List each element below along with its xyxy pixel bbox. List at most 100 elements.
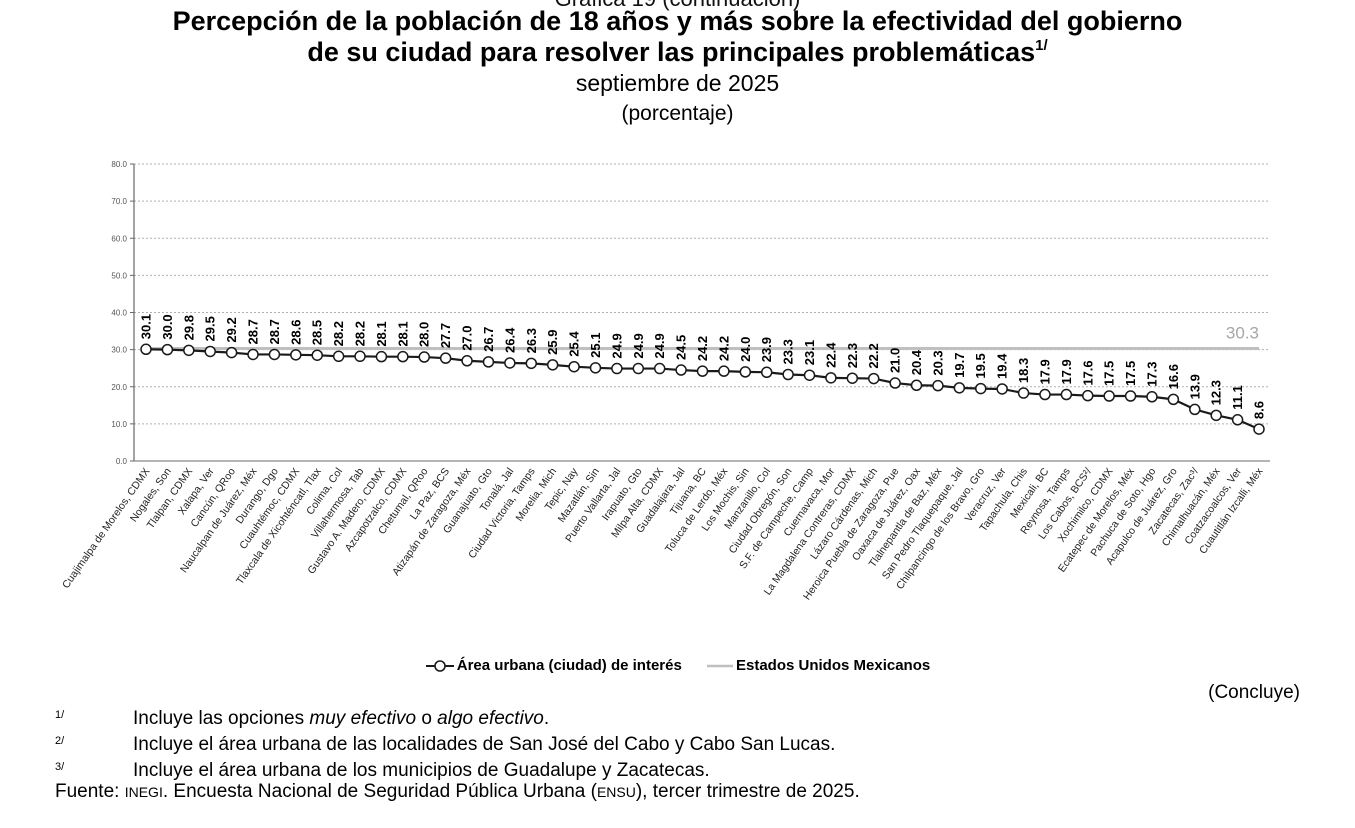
footnote-text-part: . xyxy=(543,708,550,729)
data-point-marker xyxy=(568,360,580,373)
source-org: INEGI xyxy=(124,784,163,800)
data-label: 17.5 xyxy=(1102,361,1117,386)
legend-marker-circle-icon xyxy=(425,659,454,672)
national-series: 30.3 xyxy=(146,324,1259,351)
data-label: 28.1 xyxy=(374,321,389,346)
source-text: . Encuesta Nacional de Seguridad Pública… xyxy=(162,781,597,802)
data-label: 13.9 xyxy=(1187,374,1202,399)
data-label: 28.7 xyxy=(246,319,261,344)
footnote-mark: 1/ xyxy=(55,709,65,721)
data-label: 20.4 xyxy=(909,349,924,375)
data-point-marker xyxy=(782,368,794,381)
data-point-marker xyxy=(996,383,1008,395)
chart-subtitle: septiembre de 2025 xyxy=(575,70,780,96)
data-label: 28.1 xyxy=(395,321,410,346)
data-point-marker xyxy=(953,382,966,394)
legend-line-icon xyxy=(707,664,733,667)
legend-label-national: Estados Unidos Mexicanos xyxy=(736,657,931,674)
data-label: 27.7 xyxy=(438,323,453,348)
data-label: 28.7 xyxy=(267,319,282,344)
city-series xyxy=(140,343,1265,435)
data-label: 24.2 xyxy=(695,336,710,361)
data-label: 28.6 xyxy=(288,320,303,345)
data-label: 29.2 xyxy=(224,317,239,342)
data-label: 22.3 xyxy=(845,343,860,368)
data-point-marker xyxy=(1082,389,1094,402)
data-label: 18.3 xyxy=(1016,358,1031,383)
data-label: 24.2 xyxy=(716,336,731,361)
chart-title-line2-text: de su ciudad para resolver las principal… xyxy=(307,37,1036,67)
data-label: 24.9 xyxy=(609,333,624,358)
data-label: 26.3 xyxy=(524,328,539,353)
y-tick-label: 40.0 xyxy=(111,309,127,318)
y-tick-label: 80.0 xyxy=(111,160,127,169)
data-point-marker xyxy=(653,362,666,375)
data-label: 28.2 xyxy=(353,321,368,346)
data-point-marker xyxy=(1017,387,1030,399)
footnote-mark: 2/ xyxy=(55,735,65,747)
chart-title-line2: de su ciudad para resolver las principal… xyxy=(0,37,1355,67)
data-point-marker xyxy=(803,369,816,381)
data-label: 30.0 xyxy=(160,314,175,339)
y-tick-label: 30.0 xyxy=(111,346,127,355)
data-point-marker xyxy=(1039,388,1051,401)
data-point-marker xyxy=(1231,414,1244,426)
data-point-marker xyxy=(867,372,880,385)
footnote-mark: 3/ xyxy=(55,761,65,773)
data-label: 17.6 xyxy=(1080,360,1095,385)
legend: Área urbana (ciudad) de interés Estados … xyxy=(0,657,1355,677)
data-point-marker xyxy=(354,350,366,363)
data-point-marker xyxy=(290,349,302,361)
footnote-text: Incluye el área urbana de las localidade… xyxy=(133,734,836,755)
legend-item-city: Área urbana (ciudad) de interés xyxy=(425,657,682,674)
data-point-marker xyxy=(932,379,944,392)
data-label: 23.3 xyxy=(781,339,796,364)
data-label: 24.5 xyxy=(674,335,689,360)
data-label: 17.3 xyxy=(1144,361,1159,386)
footnote-italic: algo efectivo xyxy=(437,708,544,729)
data-label: 29.5 xyxy=(203,316,218,341)
data-point-marker xyxy=(204,345,216,358)
data-point-marker xyxy=(1103,390,1115,402)
data-point-marker xyxy=(760,366,773,379)
category-label: Cuajimalpa de Morelos, CDMX xyxy=(60,466,153,591)
data-label: 17.9 xyxy=(1037,359,1052,384)
data-label: 12.3 xyxy=(1209,380,1224,405)
concluye-note: (Concluye) xyxy=(1208,682,1300,703)
data-point-marker xyxy=(975,382,987,395)
data-label: 24.9 xyxy=(652,333,667,358)
data-point-marker xyxy=(504,357,516,369)
footnote-text: Incluye las opciones muy efectivo o algo… xyxy=(133,706,549,732)
data-label: 28.2 xyxy=(331,321,346,346)
data-point-marker xyxy=(632,362,645,375)
data-point-marker xyxy=(1253,423,1265,435)
chart-units: (porcentaje) xyxy=(621,102,734,125)
data-point-marker xyxy=(140,343,152,356)
data-label: 17.9 xyxy=(1059,359,1074,384)
data-label: 22.4 xyxy=(823,342,838,368)
data-point-marker xyxy=(268,348,281,361)
source-note: Fuente: INEGI. Encuesta Nacional de Segu… xyxy=(55,781,860,803)
data-point-marker xyxy=(225,346,238,359)
data-label: 27.0 xyxy=(460,325,475,350)
footnote-text-part: Incluye las opciones xyxy=(133,708,310,729)
gridlines xyxy=(134,163,1270,425)
national-value-label: 30.3 xyxy=(1226,324,1259,343)
data-label: 19.5 xyxy=(973,353,988,378)
data-label: 19.7 xyxy=(952,353,967,378)
data-label: 28.0 xyxy=(417,322,432,347)
data-label: 22.2 xyxy=(866,343,881,368)
y-axis: 0.0 10.0 20.0 30.0 40.0 50.0 60.0 70.0 80.0 xyxy=(111,160,135,466)
data-point-marker xyxy=(825,372,837,384)
y-tick-label: 10.0 xyxy=(111,420,127,429)
legend-label-city: Área urbana (ciudad) de interés xyxy=(456,657,682,674)
footnote-italic: muy efectivo xyxy=(309,708,417,729)
data-labels: 30.1 30.0 29.8 29.5 29.2 28.7 28.7 28.6 28.5 28.2… xyxy=(139,314,1267,419)
data-point-marker xyxy=(375,350,388,363)
data-label: 28.5 xyxy=(310,320,325,345)
title-footnote-mark: 1/ xyxy=(1035,37,1048,54)
y-tick-label: 0.0 xyxy=(116,457,128,466)
data-label: 26.4 xyxy=(502,327,517,353)
footnote-text-part: o xyxy=(416,708,438,729)
source-label: Fuente: xyxy=(55,781,125,802)
